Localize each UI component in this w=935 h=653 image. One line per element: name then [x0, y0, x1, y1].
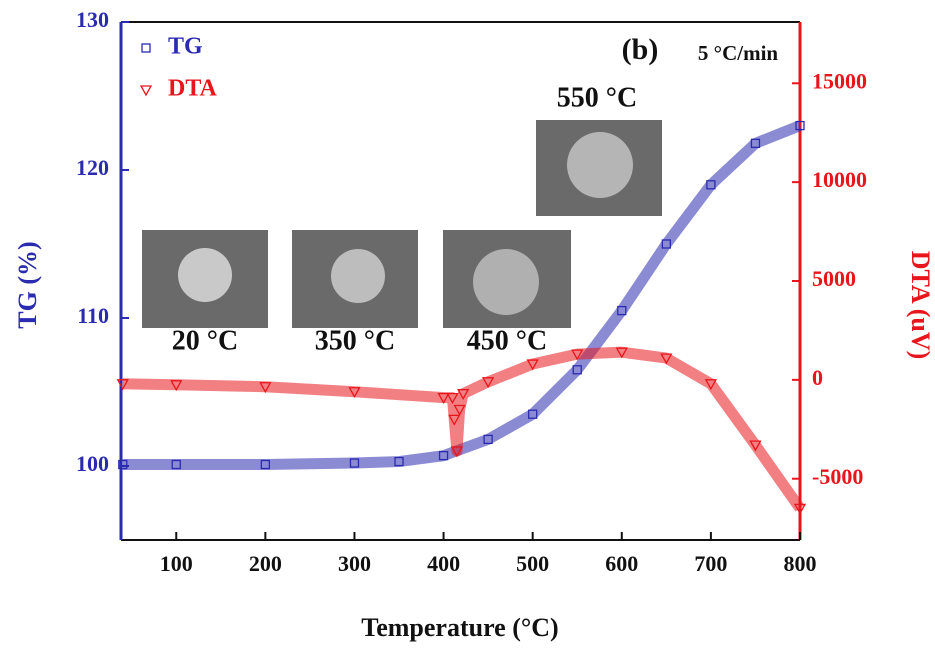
- sem-particle: [567, 132, 633, 198]
- x-tick-label: 300: [338, 551, 371, 576]
- x-tick-label: 500: [516, 551, 549, 576]
- sem-particle: [473, 249, 539, 315]
- y2-tick-label: 5000: [812, 266, 856, 291]
- sem-images: [142, 120, 662, 328]
- y2-axis-title: DTA (uV): [906, 251, 935, 360]
- annotation: 450 °C: [467, 325, 547, 356]
- y2-tick-label: 15000: [812, 68, 867, 93]
- chart: Temperature (°C) TG (%) DTA (uV) 100 200 3…: [0, 0, 935, 648]
- sem-particle: [178, 248, 232, 302]
- legend-label: DTA: [168, 76, 218, 102]
- y2-tick-label: 10000: [812, 167, 867, 192]
- x-tick-label: 800: [784, 551, 817, 576]
- x-axis-title: Temperature (°C): [361, 613, 558, 642]
- y-tick-label: 100: [76, 451, 109, 476]
- y-tick-label: 110: [77, 303, 109, 328]
- x-tick-label: 200: [249, 551, 282, 576]
- sem-particle: [331, 249, 385, 303]
- y-tick-label: 120: [76, 155, 109, 180]
- legend-marker: [141, 86, 151, 95]
- annotation: (b): [622, 33, 659, 66]
- y2-tick-label: -5000: [812, 464, 863, 489]
- y-axis-title: TG (%): [13, 241, 42, 328]
- annotation: 350 °C: [315, 325, 395, 356]
- x-tick-label: 100: [160, 551, 193, 576]
- y2-tick-label: 0: [812, 365, 823, 390]
- annotation: 20 °C: [172, 325, 238, 356]
- series-band: [123, 352, 800, 508]
- annotation: 550 °C: [557, 82, 637, 113]
- legend-marker: [142, 44, 150, 52]
- annotation: 5 °C/min: [698, 41, 778, 65]
- x-tick-label: 700: [694, 551, 727, 576]
- x-tick-label: 600: [605, 551, 638, 576]
- y-tick-label: 130: [76, 7, 109, 32]
- legend-label: TG: [168, 34, 203, 60]
- x-tick-label: 400: [427, 551, 460, 576]
